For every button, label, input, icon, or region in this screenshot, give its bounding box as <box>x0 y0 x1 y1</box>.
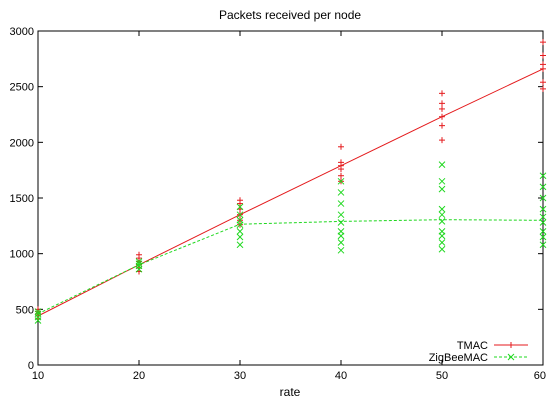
data-point-zigbeemac <box>539 228 547 235</box>
data-point-zigbeemac <box>539 194 547 202</box>
legend-marker <box>508 342 514 348</box>
legend-marker <box>507 353 515 361</box>
data-point-zigbeemac <box>539 213 547 221</box>
data-point-zigbeemac <box>337 177 345 185</box>
chart-title: Packets received per node <box>219 8 361 22</box>
legend-item: TMAC <box>457 340 528 352</box>
data-point-zigbeemac <box>34 308 42 315</box>
data-point-tmac <box>136 251 142 258</box>
x-tick-label: 40 <box>335 370 347 382</box>
x-tick-label: 50 <box>436 370 448 382</box>
data-point-zigbeemac <box>539 233 547 241</box>
series-line-tmac <box>37 68 544 317</box>
data-point-zigbeemac <box>236 211 244 219</box>
data-point-zigbeemac <box>236 203 244 211</box>
data-point-zigbeemac <box>438 161 446 168</box>
data-point-tmac <box>439 137 445 144</box>
data-point-zigbeemac <box>539 172 547 180</box>
series-line-zigbeemac <box>37 219 544 315</box>
data-point-zigbeemac <box>337 239 345 246</box>
data-point-tmac <box>237 197 243 204</box>
data-point-zigbeemac <box>539 205 547 213</box>
x-tick-label: 60 <box>534 370 546 382</box>
data-point-zigbeemac <box>135 258 143 265</box>
data-point-zigbeemac <box>337 228 345 235</box>
legend-label: ZigBeeMAC <box>429 352 488 364</box>
data-point-zigbeemac <box>337 246 345 254</box>
data-point-tmac <box>338 143 344 150</box>
y-axis: 0 500 1000 1500 2000 2500 3000 <box>10 26 543 372</box>
data-point-tmac <box>338 159 344 166</box>
plot-frame <box>37 30 544 366</box>
data-point-tmac <box>338 172 344 179</box>
y-tick-label: 2500 <box>10 82 34 94</box>
data-point-zigbeemac <box>236 216 244 224</box>
x-axis-title: rate <box>280 385 301 399</box>
data-point-tmac <box>540 79 546 86</box>
series-layer <box>34 39 547 324</box>
data-point-tmac <box>540 85 546 92</box>
series-zigbeemac <box>34 161 547 324</box>
y-tick-label: 3000 <box>10 26 34 38</box>
data-point-tmac <box>439 113 445 120</box>
y-tick-label: 1500 <box>10 193 34 205</box>
data-point-zigbeemac <box>438 228 446 235</box>
data-point-tmac <box>439 90 445 97</box>
data-point-zigbeemac <box>438 177 446 185</box>
data-point-tmac <box>439 100 445 107</box>
y-tick-label: 1000 <box>10 249 34 261</box>
data-point-zigbeemac <box>438 205 446 213</box>
data-point-zigbeemac <box>539 219 547 226</box>
data-point-zigbeemac <box>438 185 446 193</box>
data-point-zigbeemac <box>337 211 345 219</box>
data-point-zigbeemac <box>337 189 345 196</box>
data-point-zigbeemac <box>337 219 345 226</box>
data-point-zigbeemac <box>438 245 446 253</box>
legend-label: TMAC <box>457 340 488 352</box>
legend-item: ZigBeeMAC <box>429 352 528 364</box>
data-point-zigbeemac <box>438 211 446 219</box>
x-tick-label: 20 <box>133 370 145 382</box>
y-tick-label: 0 <box>28 360 34 372</box>
series-tmac <box>35 39 546 322</box>
data-point-zigbeemac <box>34 310 42 318</box>
data-point-tmac <box>439 105 445 112</box>
data-point-tmac <box>540 39 546 46</box>
data-point-zigbeemac <box>438 218 446 225</box>
data-point-zigbeemac <box>236 241 244 249</box>
data-point-zigbeemac <box>337 200 345 207</box>
data-point-zigbeemac <box>539 183 547 191</box>
data-point-tmac <box>439 122 445 129</box>
data-point-zigbeemac <box>135 260 143 268</box>
data-point-zigbeemac <box>539 241 547 249</box>
data-point-tmac <box>540 52 546 59</box>
data-point-zigbeemac <box>236 228 244 235</box>
data-point-zigbeemac <box>236 233 244 241</box>
y-tick-label: 500 <box>16 304 34 316</box>
y-tick-label: 2000 <box>10 137 34 149</box>
data-point-zigbeemac <box>438 239 446 246</box>
x-axis: 10 20 30 40 50 60 <box>32 31 546 382</box>
x-tick-label: 10 <box>32 370 44 382</box>
x-tick-label: 30 <box>234 370 246 382</box>
data-point-tmac <box>540 61 546 68</box>
